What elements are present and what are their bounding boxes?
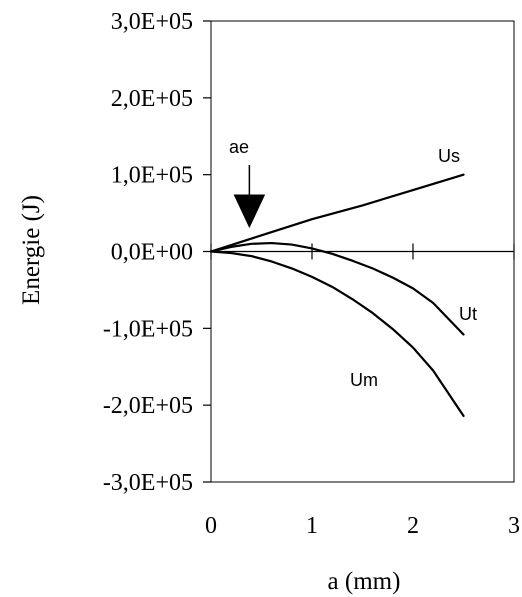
y-tick-label: -2,0E+05 — [103, 393, 193, 419]
series-line-um — [209, 250, 465, 418]
y-tick-label: 1,0E+05 — [111, 163, 193, 189]
series-label-ut: Ut — [459, 304, 477, 324]
y-tick-label: 2,0E+05 — [111, 86, 193, 112]
series-line-ut — [209, 241, 465, 336]
x-tick-label: 0 — [205, 513, 217, 539]
y-tick-label: 0,0E+00 — [111, 240, 193, 266]
y-tick-label: 3,0E+05 — [111, 9, 193, 35]
y-tick-label: -1,0E+05 — [103, 316, 193, 342]
annotation-arrow-head — [233, 194, 266, 229]
y-axis-label: Energie (J) — [18, 195, 45, 305]
x-tick-label: 2 — [407, 513, 419, 539]
y-tick-label: -3,0E+05 — [103, 470, 193, 496]
x-tick-label: 3 — [508, 513, 520, 539]
series-label-us: Us — [438, 146, 460, 166]
x-tick-label: 1 — [306, 513, 318, 539]
series-label-um: Um — [350, 370, 378, 390]
series-line-us — [209, 173, 465, 253]
x-axis-label: a (mm) — [328, 568, 401, 595]
annotation-label: ae — [229, 137, 249, 157]
